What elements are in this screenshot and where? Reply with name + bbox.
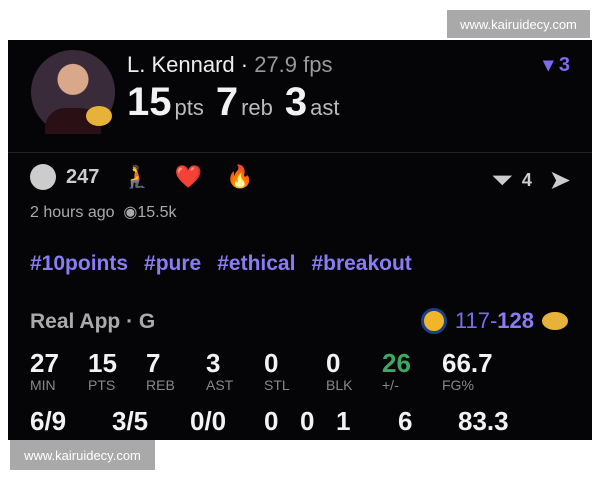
kneel-emoji-icon[interactable]: 🧎 [123, 164, 151, 189]
post-card: L. Kennard · 27.9 fps 15 pts 7 reb 3 ast ▾ 3 … [8, 40, 592, 440]
score-home: 128 [497, 308, 534, 333]
stat-value: 1 [336, 406, 351, 436]
stat-min: 27 MIN [30, 348, 59, 393]
vote-count: 3 [558, 54, 570, 76]
vote-badge[interactable]: ▾ 3 [543, 52, 570, 77]
watermark: www.kairuidecy.com [10, 440, 155, 470]
stat-value: 0/0 [190, 406, 227, 436]
stat-plus-minus: 26 +/- [382, 348, 411, 393]
player-header: L. Kennard · 27.9 fps [127, 52, 333, 77]
stat-value: 0 [264, 406, 279, 436]
stat-value: 6 [398, 406, 413, 436]
vote-circle-count: 4 [521, 170, 532, 190]
stat-value: 6/9 [30, 406, 67, 436]
stat-stl: 0 STL [264, 348, 290, 393]
reactions-bar: 247 🧎 ❤️ 🔥 [30, 164, 254, 190]
view-count: 15.5k [137, 204, 177, 221]
score-away: 117- [454, 308, 498, 333]
vote-icon: ▾ [543, 54, 554, 76]
post-time: 2 hours ago [30, 204, 115, 221]
watermark: www.kairuidecy.com [447, 10, 590, 38]
hashtag[interactable]: #breakout [311, 252, 412, 275]
vote-circle-icon[interactable]: ⏷ [492, 166, 512, 194]
lakers-logo-icon [86, 106, 112, 126]
stat-ast: 3 AST [206, 348, 234, 393]
stat-fg-pct: 66.7 FG% [442, 348, 493, 393]
eye-icon: ◉ [123, 204, 138, 221]
pts-label: pts [174, 95, 204, 120]
heart-emoji-icon[interactable]: ❤️ [174, 164, 203, 189]
lakers-logo-icon [542, 312, 568, 330]
reaction-count: 247 [66, 165, 100, 188]
ast-label: ast [310, 95, 340, 120]
stat-blk: 0 BLK [326, 348, 353, 393]
player-name[interactable]: L. Kennard [127, 52, 235, 77]
reb-value: 7 [215, 80, 239, 124]
game-title: Real App · G [30, 310, 156, 333]
fire-emoji-icon[interactable]: 🔥 [226, 164, 254, 189]
post-actions: ⏷ 4 ➤ [493, 166, 570, 195]
stat-summary: 15 pts 7 reb 3 ast [127, 80, 352, 125]
game-score[interactable]: 117-128 [420, 308, 568, 334]
hashtag[interactable]: #10points [30, 252, 129, 275]
send-icon[interactable]: ➤ [549, 167, 570, 194]
stat-value: 0 [300, 406, 315, 436]
post-meta: 2 hours ago ◉15.5k [30, 202, 177, 222]
divider [8, 152, 592, 153]
stat-reb: 7 REB [146, 348, 175, 393]
hashtags: #10points #pure #ethical #breakout [30, 252, 412, 276]
hashtag[interactable]: #ethical [217, 252, 296, 275]
stat-value: 3/5 [112, 406, 149, 436]
fps-value: 27.9 fps [254, 52, 333, 77]
hashtag[interactable]: #pure [144, 252, 202, 275]
smiley-icon[interactable] [30, 164, 56, 190]
stat-pts: 15 PTS [88, 348, 117, 393]
stat-value: 83.3 [458, 406, 509, 436]
reb-label: reb [241, 95, 273, 120]
pacers-logo-icon [420, 308, 447, 334]
ast-value: 3 [284, 80, 308, 124]
pts-value: 15 [127, 80, 172, 124]
